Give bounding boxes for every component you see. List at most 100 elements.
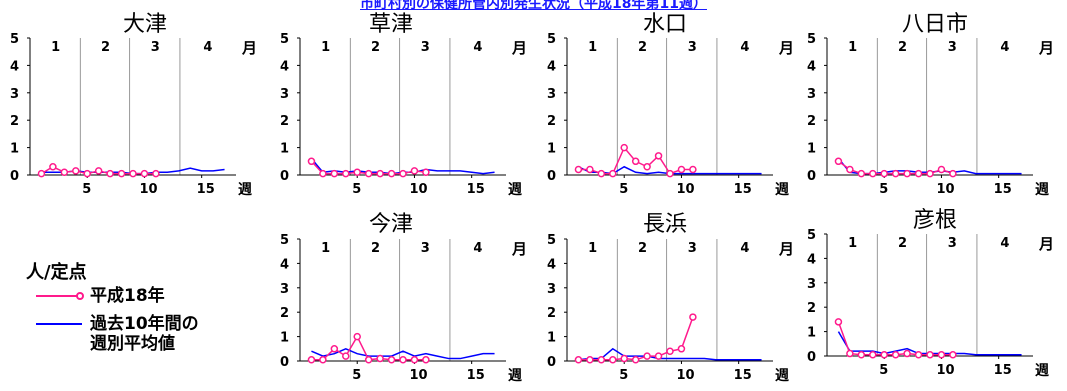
y-tick-label: 1: [280, 331, 289, 346]
y-tick-label: 1: [547, 331, 556, 346]
data-point-current: [643, 352, 651, 360]
y-tick-label: 5: [280, 32, 289, 47]
data-point-current: [330, 169, 339, 178]
chart-title-hikone: 彦根: [912, 208, 957, 233]
x-unit-label: 週: [1035, 363, 1049, 379]
month-label: 3: [948, 40, 957, 55]
month-label: 3: [421, 241, 430, 256]
data-point-current: [422, 356, 430, 364]
data-point-current: [914, 169, 923, 178]
y-tick-label: 5: [547, 32, 556, 47]
month-label: 3: [421, 40, 430, 55]
y-tick-label: 2: [547, 306, 556, 321]
legend-current-swatch: [36, 292, 84, 300]
y-tick-label: 4: [280, 59, 289, 74]
month-label: 3: [151, 40, 160, 55]
data-point-current: [834, 318, 843, 326]
data-point-current: [129, 169, 137, 178]
month-label: 4: [1000, 40, 1009, 55]
data-point-current: [353, 168, 361, 177]
data-point-current: [666, 347, 674, 355]
data-point-current: [410, 356, 419, 364]
data-point-current: [846, 349, 854, 358]
chart-title-yokaichi: 八日市: [901, 12, 968, 37]
x-tick-label: 5: [352, 368, 361, 383]
x-unit-label: 週: [508, 182, 522, 198]
data-point-current: [399, 169, 407, 178]
y-tick-label: 5: [10, 32, 19, 47]
y-tick-label: 2: [280, 114, 289, 129]
y-tick-label: 1: [547, 142, 556, 157]
month-label: 1: [321, 241, 330, 256]
data-point-current: [94, 167, 103, 175]
month-label: 4: [740, 241, 749, 256]
y-tick-label: 4: [547, 59, 556, 74]
y-tick-label: 0: [280, 355, 289, 370]
x-tick-label: 5: [82, 182, 91, 197]
month-label: 2: [898, 40, 907, 55]
data-point-current: [880, 351, 888, 359]
chart-title-nagahama: 長浜: [642, 212, 687, 237]
data-point-current: [609, 169, 617, 178]
x-tick-label: 15: [734, 182, 752, 197]
data-point-current: [689, 313, 697, 321]
month-unit-label: 月: [511, 240, 527, 258]
data-point-current: [891, 169, 900, 178]
legend-average-label-1: 過去10年間の: [90, 314, 199, 334]
x-tick-label: 15: [734, 368, 752, 383]
month-unit-label: 月: [1038, 235, 1054, 253]
x-tick-label: 5: [619, 182, 628, 197]
data-point-current: [677, 165, 686, 174]
x-unit-label: 週: [508, 368, 522, 384]
data-point-current: [319, 169, 327, 178]
y-tick-label: 2: [547, 114, 556, 129]
y-tick-label: 3: [547, 282, 556, 297]
x-unit-label: 週: [238, 182, 252, 198]
y-tick-label: 3: [10, 87, 19, 102]
legend-unit-label: 人/定点: [26, 262, 87, 283]
data-point-current: [631, 356, 640, 364]
data-point-current: [152, 169, 160, 178]
y-tick-label: 3: [280, 282, 289, 297]
data-point-current: [937, 351, 946, 359]
month-label: 2: [371, 241, 380, 256]
y-tick-label: 1: [807, 142, 816, 157]
data-point-current: [410, 167, 419, 175]
month-label: 2: [371, 40, 380, 55]
chart-nagahama: 1 2 3 4 月 0 1 2 3 4 5 5 10 15 週: [547, 233, 794, 384]
x-tick-label: 10: [676, 368, 694, 383]
x-tick-label: 15: [197, 182, 215, 197]
y-tick-label: 3: [547, 87, 556, 102]
month-label: 1: [848, 236, 857, 251]
y-tick-label: 0: [807, 169, 816, 184]
y-tick-label: 0: [547, 169, 556, 184]
legend-current-marker: [76, 292, 84, 300]
chart-imazu: 1 2 3 4 月 0 1 2 3 4 5 5 10 15 週: [280, 233, 527, 384]
month-label: 4: [203, 40, 212, 55]
legend-average-swatch: [36, 323, 82, 325]
data-point-current: [869, 169, 877, 178]
y-tick-label: 3: [807, 277, 816, 292]
data-point-current: [106, 169, 114, 178]
data-point-current: [342, 352, 350, 360]
data-point-current: [83, 169, 91, 178]
chart-title-imazu: 今津: [368, 212, 413, 237]
chart-kusatsu: 1 2 3 4 月 0 1 2 3 4 5 5 10 15 週: [280, 32, 527, 198]
y-tick-label: 5: [807, 228, 816, 243]
data-point-current: [903, 169, 911, 178]
x-tick-label: 15: [994, 363, 1012, 378]
month-label: 1: [321, 40, 330, 55]
month-label: 1: [51, 40, 60, 55]
month-unit-label: 月: [1038, 39, 1054, 57]
data-point-current: [620, 354, 628, 363]
month-label: 2: [101, 40, 110, 55]
data-point-current: [891, 351, 900, 359]
month-unit-label: 月: [241, 39, 257, 57]
data-point-current: [937, 165, 946, 174]
month-label: 2: [898, 236, 907, 251]
x-unit-label: 週: [775, 182, 789, 198]
month-label: 4: [1000, 236, 1009, 251]
y-tick-label: 2: [807, 114, 816, 129]
x-tick-label: 10: [139, 182, 157, 197]
data-point-current: [654, 152, 663, 160]
